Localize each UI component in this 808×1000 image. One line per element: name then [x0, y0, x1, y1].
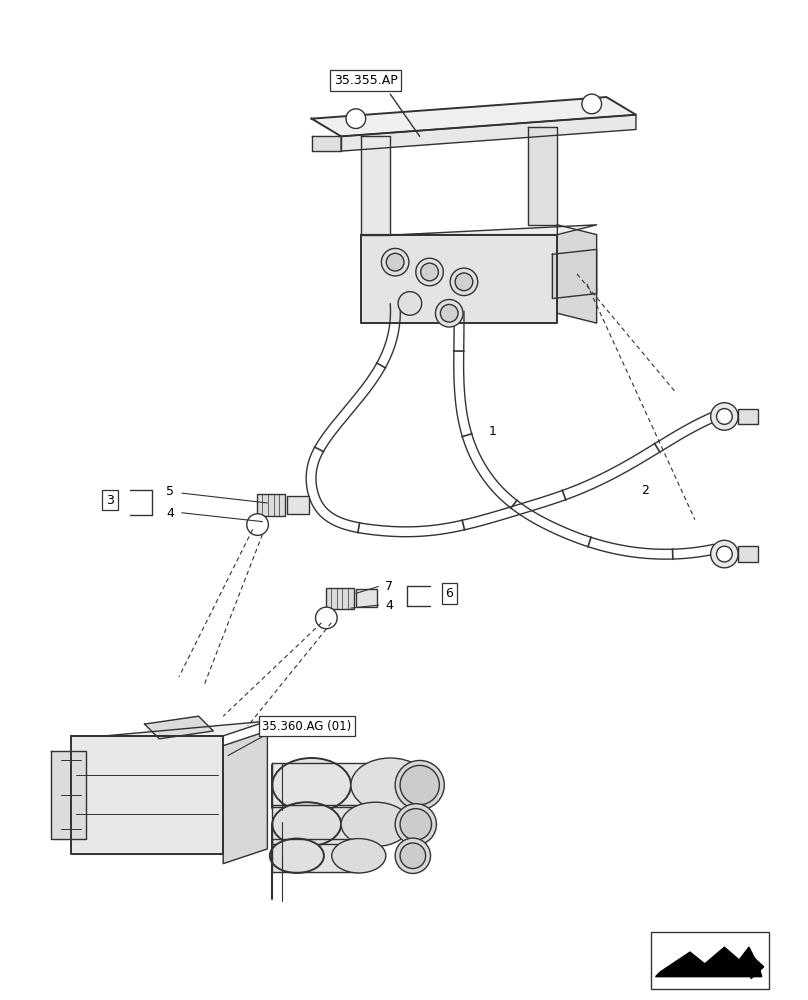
Circle shape: [400, 809, 431, 840]
Polygon shape: [312, 136, 341, 151]
Ellipse shape: [272, 758, 351, 812]
Text: 3: 3: [106, 493, 114, 506]
Circle shape: [400, 765, 440, 805]
Circle shape: [246, 514, 268, 535]
Bar: [650, 932, 768, 989]
Bar: [287, 496, 309, 514]
Polygon shape: [360, 235, 558, 323]
Ellipse shape: [332, 839, 385, 873]
Polygon shape: [360, 225, 596, 235]
Polygon shape: [558, 225, 596, 323]
Ellipse shape: [341, 802, 410, 846]
Circle shape: [717, 546, 732, 562]
Polygon shape: [71, 736, 223, 854]
Polygon shape: [725, 955, 764, 979]
Polygon shape: [272, 763, 390, 807]
Circle shape: [386, 253, 404, 271]
Circle shape: [395, 838, 431, 873]
Text: 2: 2: [641, 484, 649, 497]
Circle shape: [436, 300, 463, 327]
Polygon shape: [145, 716, 213, 739]
Circle shape: [717, 409, 732, 424]
Circle shape: [711, 403, 739, 430]
Circle shape: [398, 292, 422, 315]
Polygon shape: [71, 721, 267, 736]
Circle shape: [381, 248, 409, 276]
Polygon shape: [360, 136, 390, 235]
Circle shape: [711, 540, 739, 568]
Circle shape: [455, 273, 473, 291]
Bar: [739, 409, 758, 424]
Text: 4: 4: [385, 599, 393, 612]
Text: 7: 7: [385, 580, 393, 593]
Circle shape: [416, 258, 444, 286]
Polygon shape: [528, 127, 558, 225]
Polygon shape: [272, 805, 376, 844]
Bar: [739, 546, 758, 562]
Bar: [356, 589, 377, 607]
Polygon shape: [51, 751, 86, 839]
Circle shape: [346, 109, 366, 128]
Text: 4: 4: [166, 507, 174, 520]
Polygon shape: [341, 115, 636, 151]
Circle shape: [395, 804, 436, 845]
Bar: [326, 588, 354, 609]
Circle shape: [450, 268, 478, 296]
Polygon shape: [223, 731, 267, 864]
Text: 35.355.AP: 35.355.AP: [334, 74, 398, 87]
Circle shape: [421, 263, 439, 281]
Ellipse shape: [272, 802, 341, 846]
Ellipse shape: [270, 839, 324, 873]
Text: 6: 6: [445, 587, 453, 600]
Text: 1: 1: [489, 425, 496, 438]
Circle shape: [400, 843, 426, 869]
Text: 35.360.AG (01): 35.360.AG (01): [262, 720, 351, 733]
Ellipse shape: [351, 758, 430, 812]
Text: 5: 5: [166, 485, 175, 498]
Circle shape: [395, 760, 444, 810]
Circle shape: [316, 607, 337, 629]
Polygon shape: [312, 97, 636, 136]
Polygon shape: [272, 839, 359, 872]
Circle shape: [582, 94, 601, 114]
Circle shape: [440, 304, 458, 322]
Polygon shape: [655, 947, 762, 977]
Polygon shape: [553, 249, 596, 299]
Bar: [257, 494, 285, 516]
